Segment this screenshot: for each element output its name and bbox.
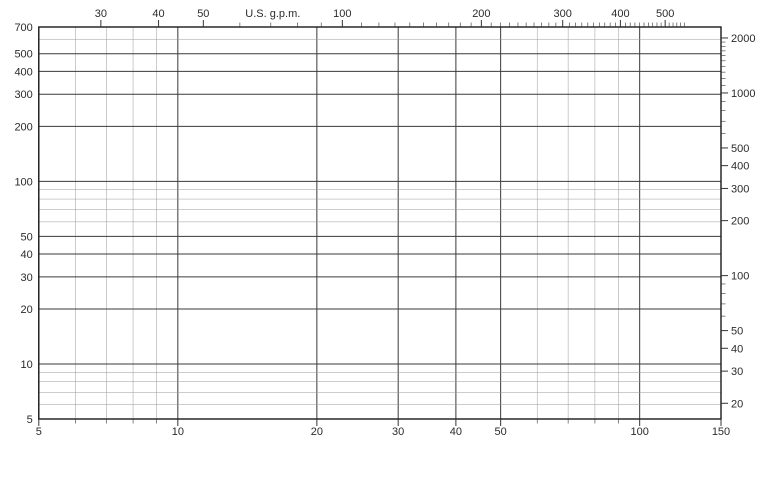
svg-text:1000: 1000 — [731, 88, 755, 100]
svg-text:200: 200 — [731, 216, 749, 228]
svg-text:20: 20 — [731, 398, 743, 410]
svg-text:50: 50 — [731, 326, 743, 338]
svg-text:400: 400 — [611, 8, 629, 20]
svg-text:10: 10 — [172, 426, 184, 438]
svg-text:500: 500 — [731, 143, 749, 155]
svg-text:700: 700 — [14, 22, 32, 34]
svg-text:20: 20 — [21, 304, 33, 316]
svg-text:20: 20 — [311, 426, 323, 438]
svg-text:100: 100 — [731, 271, 749, 283]
svg-text:400: 400 — [14, 66, 32, 78]
svg-text:U.S. g.p.m.: U.S. g.p.m. — [245, 8, 300, 20]
svg-text:40: 40 — [152, 8, 164, 20]
svg-text:5: 5 — [36, 426, 42, 438]
svg-text:300: 300 — [14, 89, 32, 101]
svg-text:100: 100 — [333, 8, 351, 20]
svg-text:2000: 2000 — [731, 33, 755, 45]
svg-text:30: 30 — [392, 426, 404, 438]
svg-text:50: 50 — [21, 231, 33, 243]
svg-text:100: 100 — [630, 426, 648, 438]
svg-text:40: 40 — [731, 343, 743, 355]
svg-text:30: 30 — [95, 8, 107, 20]
svg-text:30: 30 — [21, 272, 33, 284]
svg-text:10: 10 — [21, 359, 33, 371]
svg-text:500: 500 — [656, 8, 674, 20]
svg-text:5: 5 — [27, 414, 33, 426]
svg-text:300: 300 — [731, 184, 749, 196]
svg-text:200: 200 — [14, 121, 32, 133]
svg-text:40: 40 — [21, 249, 33, 261]
svg-text:40: 40 — [450, 426, 462, 438]
svg-text:30: 30 — [731, 366, 743, 378]
svg-text:50: 50 — [197, 8, 209, 20]
svg-text:150: 150 — [712, 426, 730, 438]
svg-text:50: 50 — [495, 426, 507, 438]
svg-text:200: 200 — [472, 8, 490, 20]
svg-text:400: 400 — [731, 161, 749, 173]
svg-text:300: 300 — [554, 8, 572, 20]
svg-text:100: 100 — [14, 176, 32, 188]
svg-text:500: 500 — [14, 49, 32, 61]
